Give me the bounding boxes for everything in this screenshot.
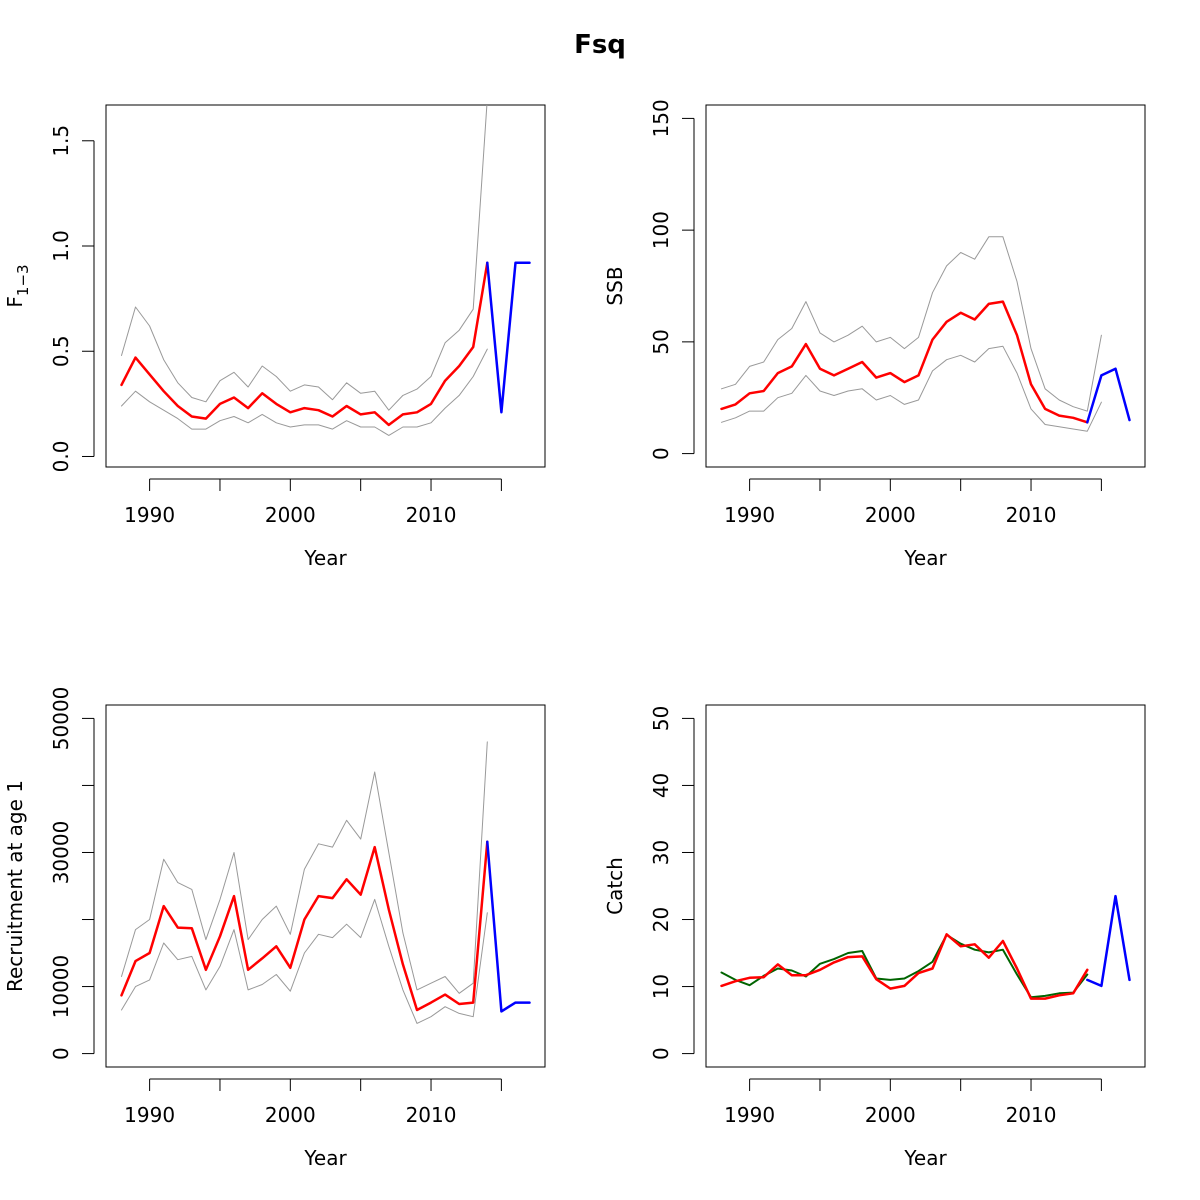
panel-4-y-tick-label: 0 xyxy=(649,1047,673,1060)
panel-3-y-tick-label: 50000 xyxy=(49,687,73,751)
panel-1-forecast-line xyxy=(486,261,531,414)
panel-3-y-tick-label: 0 xyxy=(49,1047,73,1060)
panel-1-x-tick-label: 2010 xyxy=(406,503,457,527)
panel-3-x-tick-label: 2000 xyxy=(265,1103,316,1127)
panel-2-y-tick-label: 50 xyxy=(649,329,673,354)
panel-1-y-tick-label: 0.0 xyxy=(49,441,73,473)
panel-4-forecast-line xyxy=(1086,894,1131,988)
panel-1-y-tick-label: 0.5 xyxy=(49,335,73,367)
panel-2-forecast-line xyxy=(1086,367,1131,424)
panel-4-x-axis: 1990 2000 2010 xyxy=(724,1078,1102,1127)
panel-4-x-tick-label: 2000 xyxy=(865,1103,916,1127)
figure-title: Fsq xyxy=(574,30,626,60)
panel-1-x-tick-label: 2000 xyxy=(265,503,316,527)
panel-3-x-axis-label: Year xyxy=(303,1146,347,1170)
panel-1-estimate-line xyxy=(120,261,489,427)
panel-1-y-tick-label: 1.5 xyxy=(49,125,73,157)
panel-2-series xyxy=(720,236,1131,432)
panel-3-forecast-line xyxy=(486,840,531,1013)
panel-1-x-axis-label: Year xyxy=(303,546,347,570)
panel-2-y-axis-label: SSB xyxy=(603,266,627,305)
panel-2-y-tick-label: 0 xyxy=(649,447,673,460)
panel-4-x-tick-label: 1990 xyxy=(724,1103,775,1127)
panel-4-y-tick-label: 30 xyxy=(649,840,673,865)
panel-3: 1990 2000 2010 Year 0 10000 30000 50000 Recruitm… xyxy=(3,687,546,1170)
panel-4-y-tick-label: 40 xyxy=(649,773,673,798)
panel-4-series xyxy=(720,894,1131,1000)
panel-1-y-axis: 0.0 0.5 1.0 1.5 xyxy=(49,125,95,473)
panel-3-y-axis: 0 10000 30000 50000 xyxy=(49,687,95,1060)
panel-4-y-tick-label: 50 xyxy=(649,706,673,731)
panel-2-x-axis: 1990 2000 2010 xyxy=(724,478,1102,527)
panel-1-frame xyxy=(105,104,546,468)
panel-1-x-tick-label: 1990 xyxy=(124,503,175,527)
panel-1-series xyxy=(120,105,531,436)
panel-3-x-axis: 1990 2000 2010 xyxy=(124,1078,502,1127)
panel-4-x-axis-label: Year xyxy=(903,1146,947,1170)
panel-2-x-tick-label: 2000 xyxy=(865,503,916,527)
panel-1-x-axis: 1990 2000 2010 xyxy=(124,478,502,527)
panel-2-estimate-line xyxy=(720,300,1089,424)
panel-3-estimate-line xyxy=(120,840,489,1012)
panel-3-y-axis-label: Recruitment at age 1 xyxy=(3,780,27,992)
panel-2-frame xyxy=(705,104,1146,468)
panel-2-x-tick-label: 2010 xyxy=(1006,503,1057,527)
panel-2-x-tick-label: 1990 xyxy=(724,503,775,527)
panel-3-x-tick-label: 2010 xyxy=(406,1103,457,1127)
panel-3-frame xyxy=(105,704,546,1068)
panel-4-y-tick-label: 10 xyxy=(649,974,673,999)
panel-2-ci-lower-line xyxy=(721,345,1102,432)
panel-3-y-tick-label: 30000 xyxy=(49,821,73,885)
panel-1-y-tick-label: 1.0 xyxy=(49,230,73,262)
panel-1-ci-lower-line xyxy=(121,348,488,436)
panel-4-y-tick-label: 20 xyxy=(649,907,673,932)
panel-3-series xyxy=(120,741,531,1024)
panel-2-y-tick-label: 150 xyxy=(649,99,673,137)
panel-4-y-axis-label: Catch xyxy=(603,857,627,915)
panel-3-x-tick-label: 1990 xyxy=(124,1103,175,1127)
panel-3-ci-upper-line xyxy=(121,741,488,994)
panel-1-ci-upper-line xyxy=(121,105,488,411)
panel-4-frame xyxy=(705,704,1146,1068)
panel-1-y-axis-label-subscript: 1−3 xyxy=(14,264,32,296)
panel-4-estimate-line xyxy=(720,933,1089,1000)
panel-2-x-axis-label: Year xyxy=(903,546,947,570)
panel-2-ci-upper-line xyxy=(721,236,1102,412)
panel-4-x-tick-label: 2010 xyxy=(1006,1103,1057,1127)
panel-3-ci-lower-line xyxy=(121,898,488,1024)
panel-4-y-axis: 0 10 20 30 40 50 xyxy=(649,706,695,1060)
panel-2-y-tick-label: 100 xyxy=(649,211,673,249)
panel-2-y-axis: 0 50 100 150 xyxy=(649,99,695,460)
panel-4: 1990 2000 2010 Year 0 10 20 30 40 50 Catch xyxy=(603,704,1146,1170)
panel-3-y-tick-label: 10000 xyxy=(49,955,73,1019)
panel-2: 1990 2000 2010 Year 0 50 100 150 SSB xyxy=(603,99,1146,570)
